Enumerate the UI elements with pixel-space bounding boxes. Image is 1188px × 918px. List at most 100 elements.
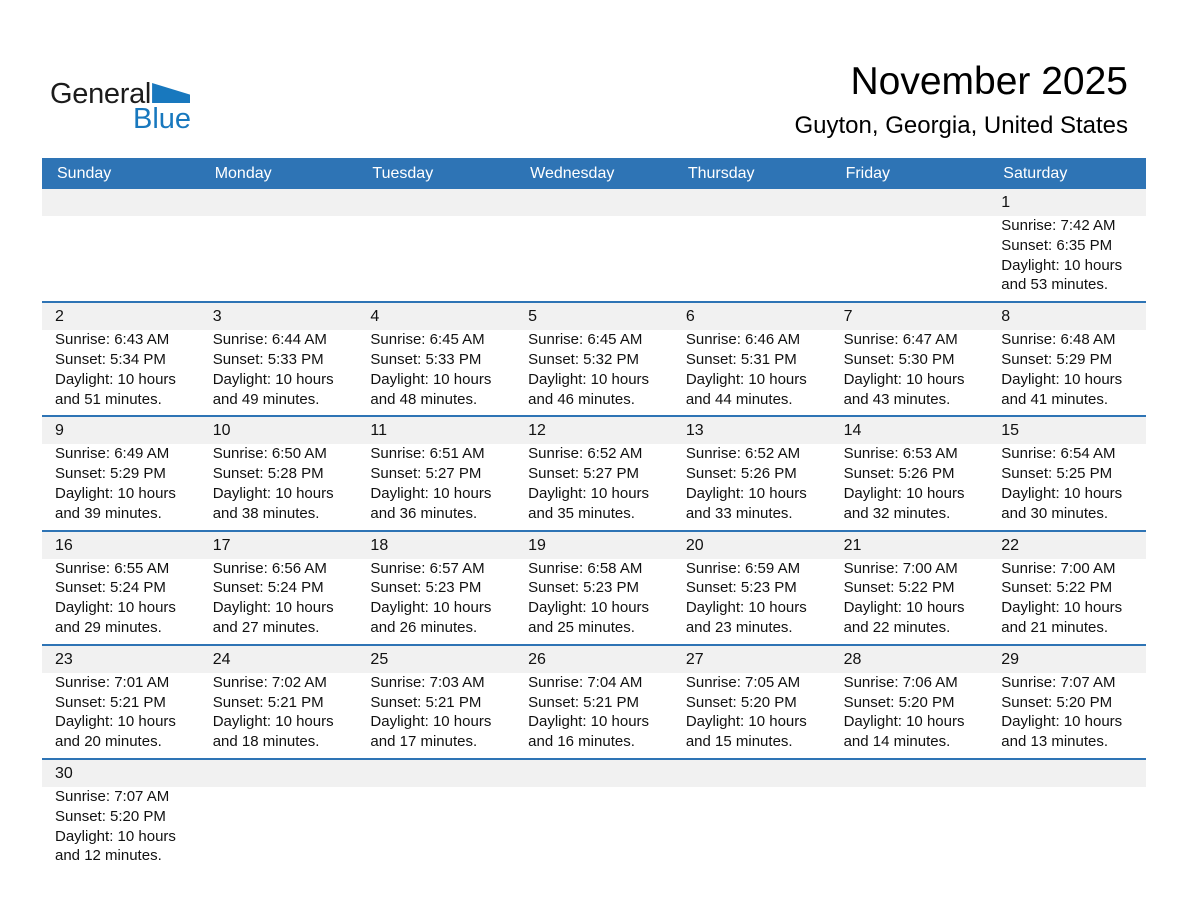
week-row: 30 Sunrise: 7:07 AM Sunset: 5:20 PM Dayligh…: [42, 757, 1146, 872]
day-info-line: and 46 minutes.: [528, 390, 635, 408]
day-info-line: and 48 minutes.: [370, 390, 478, 408]
day-info-line: Sunrise: 6:55 AM: [55, 559, 170, 577]
day-info-line: Sunrise: 6:46 AM: [685, 331, 801, 349]
day-info-line: Sunset: 5:22 PM: [843, 579, 955, 597]
day-info-line: Sunrise: 7:05 AM: [685, 673, 801, 691]
day-info-line: Sunset: 5:22 PM: [1001, 579, 1113, 597]
day-info-line: Sunrise: 6:57 AM: [370, 559, 485, 577]
day-cell-12: 12 Sunrise: 6:52 AM Sunset: 5:27 PM Dayligh…: [515, 417, 673, 529]
day-info-line: Sunset: 5:23 PM: [370, 579, 482, 597]
day-cell-30: 30 Sunrise: 7:07 AM Sunset: 5:20 PM Dayligh…: [42, 760, 200, 872]
day-cell-empty: [357, 760, 515, 872]
day-info-line: Daylight: 10 hours: [55, 370, 176, 388]
day-info-line: Sunrise: 7:42 AM: [1001, 217, 1116, 234]
day-info-line: Sunset: 5:29 PM: [1001, 350, 1113, 368]
week-grid: 23 Sunrise: 7:01 AM Sunset: 5:21 PM Dayligh…: [42, 646, 1146, 758]
day-cell-10: 10 Sunrise: 6:50 AM Sunset: 5:28 PM Dayligh…: [200, 417, 358, 529]
day-info-line: Daylight: 10 hours: [212, 713, 334, 731]
day-cell-empty: [515, 760, 673, 872]
day-info-line: Sunset: 5:28 PM: [212, 465, 324, 483]
day-number: 14: [843, 422, 862, 440]
day-number: 21: [843, 536, 862, 554]
day-info-line: Daylight: 10 hours: [55, 484, 176, 502]
day-info-line: and 16 minutes.: [528, 733, 635, 751]
day-cell-9: 9 Sunrise: 6:49 AM Sunset: 5:29 PM Daylight…: [42, 417, 200, 529]
day-info-line: Daylight: 10 hours: [843, 370, 965, 388]
day-info-line: Sunrise: 6:51 AM: [370, 445, 485, 463]
day-info-line: and 12 minutes.: [55, 847, 162, 865]
day-info-line: Daylight: 10 hours: [370, 370, 492, 388]
day-info-line: and 49 minutes.: [212, 390, 320, 408]
day-number: 18: [370, 536, 389, 554]
day-info-line: Sunset: 5:30 PM: [843, 350, 955, 368]
day-cell-18: 18 Sunrise: 6:57 AM Sunset: 5:23 PM Dayligh…: [357, 532, 515, 644]
day-info-line: Sunset: 5:32 PM: [528, 350, 640, 368]
day-cell-15: 15 Sunrise: 6:54 AM Sunset: 5:25 PM Dayligh…: [988, 417, 1146, 529]
day-cell-25: 25 Sunrise: 7:03 AM Sunset: 5:21 PM Dayligh…: [357, 646, 515, 758]
day-info-line: Sunrise: 6:47 AM: [843, 331, 958, 349]
week-grid: 16 Sunrise: 6:55 AM Sunset: 5:24 PM Dayligh…: [42, 532, 1146, 644]
day-number: 23: [55, 650, 73, 668]
day-info-line: and 22 minutes.: [843, 618, 951, 636]
weekday-header-friday: Friday: [845, 165, 891, 182]
calendar-weeks: 1 Sunrise: 7:42 AM Sunset: 6:35 PM Daylight…: [42, 189, 1146, 872]
day-number: 1: [1001, 194, 1011, 211]
day-info-line: Daylight: 10 hours: [685, 484, 807, 502]
day-info-line: Sunset: 5:20 PM: [1001, 693, 1113, 711]
weekday-header-thursday: Thursday: [687, 165, 755, 182]
week-grid: 30 Sunrise: 7:07 AM Sunset: 5:20 PM Dayligh…: [42, 760, 1146, 872]
day-number: 29: [1001, 650, 1020, 668]
day-info-line: Sunrise: 7:02 AM: [212, 673, 327, 691]
day-number: 9: [55, 422, 64, 440]
day-number-band: [42, 303, 1146, 331]
day-cell-3: 3 Sunrise: 6:44 AM Sunset: 5:33 PM Daylight…: [200, 303, 358, 415]
day-number: 10: [212, 422, 231, 440]
day-info-line: Sunrise: 6:43 AM: [55, 331, 170, 349]
day-number: 20: [685, 536, 704, 554]
day-number: 17: [212, 536, 231, 554]
day-info-line: Daylight: 10 hours: [1001, 484, 1123, 502]
day-info-line: Sunrise: 7:07 AM: [1001, 673, 1116, 691]
day-number-band: [42, 189, 1146, 216]
day-cell-14: 14 Sunrise: 6:53 AM Sunset: 5:26 PM Dayligh…: [831, 417, 989, 529]
day-info-line: Daylight: 10 hours: [1001, 599, 1123, 617]
day-info-line: Daylight: 10 hours: [370, 599, 492, 617]
logo-text-blue: Blue: [133, 103, 192, 135]
day-info-line: and 23 minutes.: [685, 618, 793, 636]
day-number: 8: [1001, 308, 1011, 326]
day-number: 6: [685, 308, 695, 326]
day-info-line: Sunrise: 7:07 AM: [55, 787, 170, 805]
day-info-line: and 38 minutes.: [212, 504, 320, 522]
day-info-line: and 29 minutes.: [55, 618, 162, 636]
day-cell-29: 29 Sunrise: 7:07 AM Sunset: 5:20 PM Dayligh…: [988, 646, 1146, 758]
day-number: 5: [528, 308, 538, 326]
weekday-header-saturday: Saturday: [1003, 165, 1068, 182]
day-info-line: Daylight: 10 hours: [528, 713, 650, 731]
day-info-line: and 21 minutes.: [1001, 618, 1109, 636]
day-info-line: Daylight: 10 hours: [370, 484, 492, 502]
day-info-line: Daylight: 10 hours: [528, 484, 650, 502]
week-row: 16 Sunrise: 6:55 AM Sunset: 5:24 PM Dayligh…: [42, 529, 1146, 644]
day-info-line: Daylight: 10 hours: [55, 713, 176, 731]
day-cell-27: 27 Sunrise: 7:05 AM Sunset: 5:20 PM Dayligh…: [673, 646, 831, 758]
day-number: 25: [370, 650, 389, 668]
day-info-line: and 13 minutes.: [1001, 733, 1109, 751]
week-row: 2 Sunrise: 6:43 AM Sunset: 5:34 PM Daylight…: [42, 301, 1146, 415]
day-number-band: [42, 645, 1146, 673]
day-cell-8: 8 Sunrise: 6:48 AM Sunset: 5:29 PM Daylight…: [988, 303, 1146, 415]
day-number: 30: [55, 764, 73, 782]
day-info-line: and 14 minutes.: [843, 733, 951, 751]
day-cell-4: 4 Sunrise: 6:45 AM Sunset: 5:33 PM Daylight…: [357, 303, 515, 415]
page-subtitle: Guyton, Georgia, United States: [794, 111, 1128, 139]
day-cell-13: 13 Sunrise: 6:52 AM Sunset: 5:26 PM Dayligh…: [673, 417, 831, 529]
day-info-line: Daylight: 10 hours: [685, 713, 807, 731]
day-info-line: Daylight: 10 hours: [212, 599, 334, 617]
day-cell-empty: [673, 760, 831, 872]
day-info-line: Sunset: 5:21 PM: [528, 693, 640, 711]
day-info-line: Daylight: 10 hours: [843, 599, 965, 617]
day-info-line: Sunset: 5:26 PM: [685, 465, 797, 483]
logo-triangle-icon: [152, 83, 191, 103]
day-info-line: Sunset: 5:20 PM: [685, 693, 797, 711]
day-info-line: Daylight: 10 hours: [843, 713, 965, 731]
